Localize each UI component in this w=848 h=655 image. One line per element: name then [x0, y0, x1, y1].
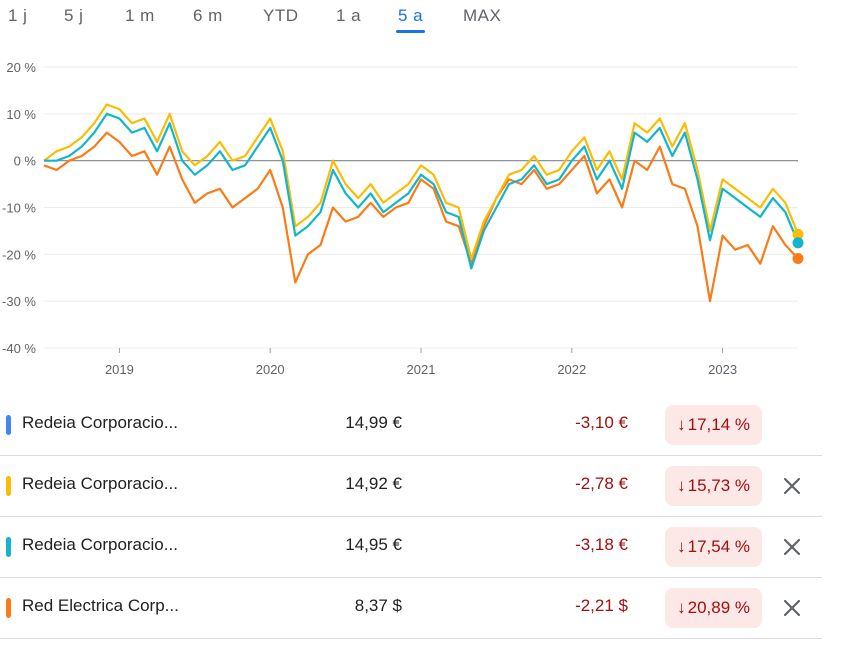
percent-change-badge: ↓ 17,54 % [665, 527, 762, 567]
tab-max[interactable]: MAX [463, 6, 502, 25]
security-name: Redeia Corporacio... [22, 413, 178, 432]
percent-change-value: 15,73 % [687, 476, 750, 495]
tab-6-months[interactable]: 6 m [193, 6, 223, 25]
arrow-down-icon: ↓ [677, 476, 686, 495]
security-name: Red Electrica Corp... [22, 596, 179, 615]
series-line [43, 131, 799, 303]
percent-change-value: 17,54 % [687, 537, 750, 556]
y-tick-label: -20 % [2, 247, 36, 262]
arrow-down-icon: ↓ [677, 598, 686, 617]
tab-1-month[interactable]: 1 m [125, 6, 155, 25]
series-end-marker [792, 237, 804, 249]
divider [0, 577, 822, 578]
series-color-swatch [6, 537, 11, 557]
list-item[interactable]: Redeia Corporacio... 14,95 € -3,18 € ↓ 17… [0, 517, 822, 578]
tab-5-years[interactable]: 5 a [395, 6, 426, 33]
x-tick-label: 2022 [557, 362, 586, 377]
y-tick-label: 10 % [6, 107, 36, 122]
change-value: -2,21 $ [575, 596, 628, 615]
series-end-marker [792, 253, 804, 265]
close-icon[interactable] [780, 474, 804, 498]
price-value: 14,99 € [345, 413, 402, 432]
tab-1-day[interactable]: 1 j [8, 6, 28, 25]
percent-change-badge: ↓ 15,73 % [665, 466, 762, 506]
x-tick-label: 2019 [105, 362, 134, 377]
change-value: -2,78 € [575, 474, 628, 493]
series-color-swatch [6, 476, 11, 496]
arrow-down-icon: ↓ [677, 415, 686, 434]
change-value: -3,18 € [575, 535, 628, 554]
close-icon[interactable] [780, 596, 804, 620]
series-line [44, 112, 800, 270]
percent-change-value: 17,14 % [687, 415, 750, 434]
divider [0, 455, 822, 456]
security-name: Redeia Corporacio... [22, 535, 178, 554]
y-tick-label: 0 % [14, 154, 37, 169]
y-tick-label: -40 % [2, 341, 36, 356]
price-value: 8,37 $ [354, 596, 402, 615]
series-color-swatch [6, 598, 11, 618]
y-tick-label: 20 % [6, 60, 36, 75]
comparison-line-chart[interactable]: 20 % 10 % 0 % -10 % -20 % -30 % -40 % 2019 2020 2… [0, 48, 848, 388]
series-end-marker [792, 228, 804, 240]
percent-change-badge: ↓ 20,89 % [665, 588, 762, 628]
price-value: 14,92 € [345, 474, 402, 493]
list-item[interactable]: Redeia Corporacio... 14,92 € -2,78 € ↓ 15… [0, 456, 822, 517]
series-color-swatch [6, 415, 11, 435]
list-item[interactable]: Red Electrica Corp... 8,37 $ -2,21 $ ↓ 20… [0, 578, 822, 639]
close-icon[interactable] [780, 535, 804, 559]
y-tick-label: -10 % [2, 201, 36, 216]
x-tick-label: 2023 [708, 362, 737, 377]
divider [0, 516, 822, 517]
price-value: 14,95 € [345, 535, 402, 554]
x-tick-label: 2021 [407, 362, 436, 377]
divider [0, 638, 822, 639]
y-tick-label: -30 % [2, 294, 36, 309]
tab-5-days[interactable]: 5 j [64, 6, 84, 25]
percent-change-value: 20,89 % [687, 598, 750, 617]
change-value: -3,10 € [575, 413, 628, 432]
series-line [43, 103, 800, 261]
tab-1-year[interactable]: 1 a [336, 6, 362, 25]
list-item[interactable]: Redeia Corporacio... 14,99 € -3,10 € ↓ 17… [0, 395, 822, 456]
time-range-tabs: 1 j 5 j 1 m 6 m YTD 1 a 5 a MAX [0, 0, 848, 36]
arrow-down-icon: ↓ [677, 537, 686, 556]
security-name: Redeia Corporacio... [22, 474, 178, 493]
tab-ytd[interactable]: YTD [263, 6, 299, 25]
x-tick-label: 2020 [256, 362, 285, 377]
percent-change-badge: ↓ 17,14 % [665, 405, 762, 445]
